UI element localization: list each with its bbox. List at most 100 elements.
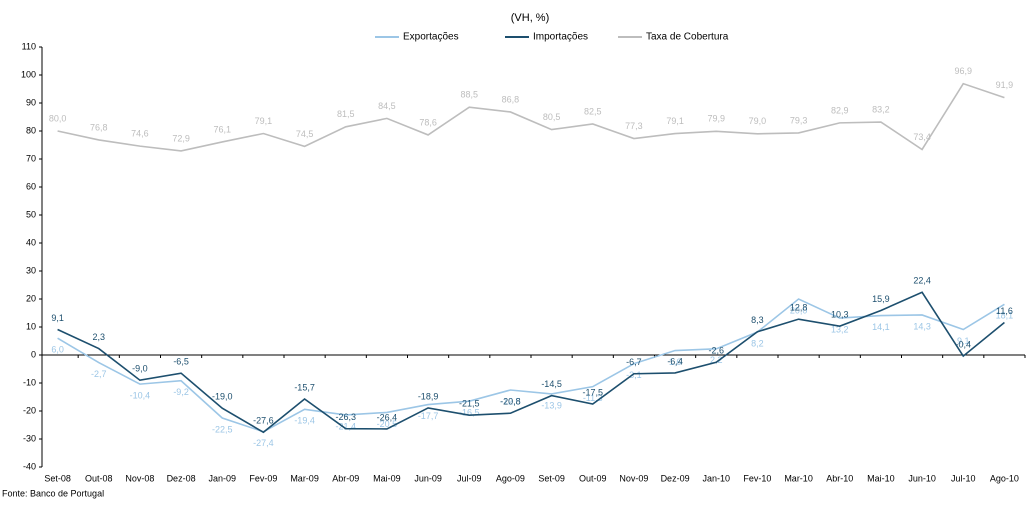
x-tick-label: Jan-10 <box>702 473 730 483</box>
x-tick-label: Abr-10 <box>826 473 853 483</box>
data-label: -22,5 <box>212 424 233 434</box>
data-label: 74,5 <box>296 129 314 139</box>
x-tick-label: Fev-09 <box>249 473 277 483</box>
series-line <box>57 298 1005 433</box>
data-label: 14,3 <box>913 321 931 331</box>
data-label: 18,1 <box>996 311 1014 321</box>
data-label: 12,8 <box>790 303 808 313</box>
data-label: 8,3 <box>751 315 764 325</box>
data-label: 74,6 <box>131 128 149 138</box>
data-label: -21,5 <box>459 399 480 409</box>
data-label: -9,0 <box>132 364 148 374</box>
data-label: 79,9 <box>707 114 725 124</box>
chart-title: (VH, %) <box>511 12 550 24</box>
data-label: 78,6 <box>419 117 437 127</box>
data-label: -20,8 <box>500 397 521 407</box>
source: Fonte: Banco de Portugal <box>2 488 104 498</box>
data-label: -2,7 <box>91 369 107 379</box>
data-label: -20,5 <box>377 419 398 429</box>
data-label: 6,0 <box>51 345 64 355</box>
x-tick-label: Set-09 <box>538 473 565 483</box>
data-label: 81,5 <box>337 109 355 119</box>
x-tick-label: Jul-09 <box>457 473 482 483</box>
x-tick-label: Set-08 <box>44 473 71 483</box>
y-tick-label: 80 <box>26 125 36 135</box>
data-label: -19,0 <box>212 392 233 402</box>
data-label: -15,7 <box>294 382 315 392</box>
y-tick-label: 70 <box>26 153 36 163</box>
series-line <box>57 291 1005 434</box>
legend-label: Taxa de Cobertura <box>646 32 729 43</box>
data-label: -27,6 <box>253 416 274 426</box>
data-label: 79,1 <box>666 116 684 126</box>
data-label: -26,4 <box>377 412 398 422</box>
data-label: -11,3 <box>583 393 603 403</box>
data-label: 83,2 <box>872 104 890 114</box>
data-label: 20,0 <box>790 305 808 315</box>
y-tick-label: 50 <box>26 209 36 219</box>
data-label: -6,5 <box>173 357 189 367</box>
data-label: -13,9 <box>541 400 562 410</box>
data-label: -12,5 <box>500 396 521 406</box>
data-label: 91,9 <box>996 80 1014 90</box>
data-label: 80,5 <box>543 112 561 122</box>
x-tick-label: Jun-09 <box>414 473 442 483</box>
x-tick-label: Dez-08 <box>167 473 196 483</box>
data-label: 88,5 <box>460 90 478 100</box>
data-label: -27,4 <box>253 438 274 448</box>
data-label: 9,1 <box>51 313 64 323</box>
data-label: 73,4 <box>913 132 931 142</box>
data-label: 14,1 <box>872 322 890 332</box>
data-label: 8,2 <box>751 338 764 348</box>
y-tick-label: 60 <box>26 181 36 191</box>
legend-label: Importações <box>533 32 588 43</box>
y-tick-label: 20 <box>26 293 36 303</box>
data-label: -19,4 <box>294 416 315 426</box>
data-label: 79,0 <box>749 116 767 126</box>
data-label: 86,8 <box>502 94 520 104</box>
x-tick-label: Jun-10 <box>908 473 936 483</box>
x-tick-label: Mar-09 <box>290 473 319 483</box>
data-label: 82,9 <box>831 105 849 115</box>
y-tick-label: -40 <box>23 461 36 471</box>
series-line <box>57 82 1005 152</box>
x-tick-label: Abr-09 <box>332 473 359 483</box>
x-tick-label: Mai-09 <box>373 473 401 483</box>
data-label: 22,4 <box>913 276 931 286</box>
data-label: 10,3 <box>831 310 849 320</box>
data-label: -2,6 <box>708 346 724 356</box>
data-label: -21,4 <box>335 421 356 431</box>
data-label: 82,5 <box>584 106 602 116</box>
x-tick-label: Out-09 <box>579 473 607 483</box>
data-label: 1,6 <box>669 357 682 367</box>
data-label: 96,9 <box>954 66 972 76</box>
data-label: 72,9 <box>172 133 190 143</box>
data-label: 13,2 <box>831 324 849 334</box>
x-tick-label: Mai-10 <box>867 473 895 483</box>
data-label: 79,1 <box>255 116 273 126</box>
x-tick-label: Dez-09 <box>661 473 690 483</box>
data-label: 9,1 <box>957 336 970 346</box>
y-tick-label: 100 <box>21 69 36 79</box>
data-label: -3,1 <box>626 370 642 380</box>
x-tick-label: Ago-10 <box>990 473 1019 483</box>
data-label: 2,2 <box>710 355 723 365</box>
y-tick-label: 10 <box>26 321 36 331</box>
x-tick-label: Fev-10 <box>743 473 771 483</box>
x-tick-label: Jan-09 <box>208 473 236 483</box>
y-tick-label: 40 <box>26 237 36 247</box>
data-label: 84,5 <box>378 101 396 111</box>
data-label: 77,3 <box>625 121 643 131</box>
x-tick-label: Nov-08 <box>125 473 154 483</box>
data-label: -16,5 <box>459 408 480 418</box>
data-label: 15,9 <box>872 294 890 304</box>
data-label: -17,5 <box>582 387 603 397</box>
x-tick-label: Nov-09 <box>619 473 648 483</box>
y-tick-label: 90 <box>26 97 36 107</box>
y-tick-label: 0 <box>31 349 36 359</box>
data-label: -6,7 <box>626 357 642 367</box>
data-label: 79,3 <box>790 115 808 125</box>
data-label: 2,3 <box>92 332 105 342</box>
y-tick-label: 30 <box>26 265 36 275</box>
